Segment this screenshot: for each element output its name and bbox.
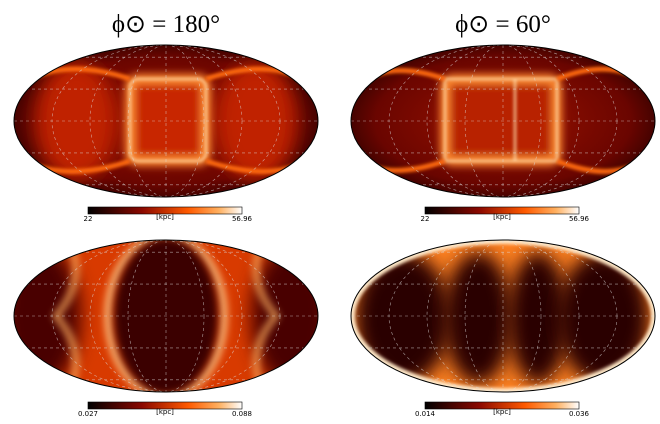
colorbar-min: 22: [84, 215, 93, 223]
colorbar-min: 0.027: [78, 410, 98, 418]
colorbar-max: 56.96: [232, 215, 253, 223]
map-ridge: [125, 74, 211, 166]
meridian: [464, 240, 542, 392]
panel-title: ϕ⊙ = 180°: [112, 11, 220, 38]
map: [13, 44, 319, 198]
map: [350, 239, 656, 393]
colorbar-unit: [kpc]: [156, 408, 174, 416]
colorbar: [424, 206, 580, 215]
colorbar-min: 22: [421, 215, 430, 223]
map-ridge: [361, 66, 635, 174]
colorbar-max: 0.036: [569, 410, 590, 418]
map-outline: [350, 239, 656, 393]
map-lobe: [557, 252, 649, 384]
map: [350, 44, 656, 198]
map-lobe: [508, 252, 568, 384]
map-lobe: [355, 252, 451, 384]
map: [13, 239, 319, 393]
colorbar-max: 0.088: [232, 410, 252, 418]
map-body: [14, 45, 318, 197]
map-body: [14, 240, 318, 392]
colorbar: [87, 206, 243, 215]
map-ridge: [35, 66, 297, 174]
colorbar: [87, 401, 243, 410]
meridian: [464, 45, 542, 197]
colorbar-unit: [kpc]: [493, 213, 511, 221]
colorbar-unit: [kpc]: [156, 213, 174, 221]
colorbar-unit: [kpc]: [493, 408, 511, 416]
meridian: [127, 45, 205, 197]
colorbar-min: 0.014: [415, 410, 436, 418]
map-outline: [350, 44, 656, 198]
map-ridge: [129, 78, 207, 162]
colorbar-max: 56.96: [569, 215, 590, 223]
meridian: [127, 240, 205, 392]
panel-title: ϕ⊙ = 60°: [455, 11, 551, 38]
map-outline: [13, 239, 319, 393]
map-body: [351, 240, 655, 392]
map-body: [351, 45, 655, 197]
map-lobe: [444, 252, 512, 384]
colorbar: [424, 401, 580, 410]
map-outline: [13, 44, 319, 198]
map-ridge: [440, 74, 562, 166]
